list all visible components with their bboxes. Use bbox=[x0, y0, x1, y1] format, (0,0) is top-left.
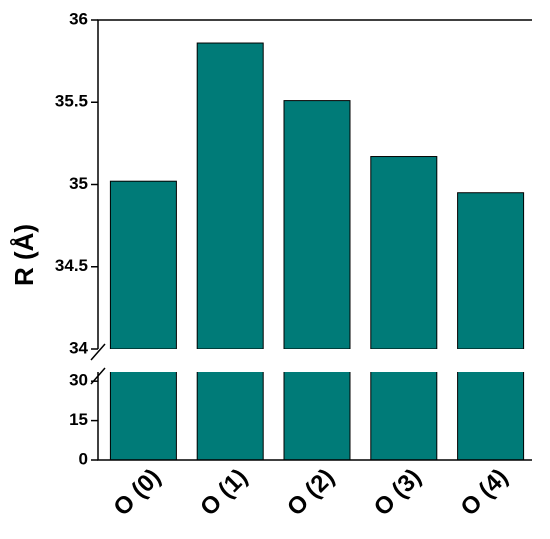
y-tick-label: 30 bbox=[69, 371, 88, 390]
y-tick-label: 35 bbox=[69, 174, 88, 193]
bar bbox=[109, 372, 177, 460]
y-tick-label: 0 bbox=[79, 449, 88, 468]
break-mark bbox=[90, 343, 106, 361]
bar bbox=[109, 180, 177, 349]
bar bbox=[196, 42, 264, 349]
x-tick-label: O (3) bbox=[369, 464, 427, 522]
x-tick-label: O (2) bbox=[282, 464, 340, 522]
bars bbox=[109, 42, 525, 460]
bar bbox=[283, 100, 351, 349]
bar bbox=[457, 192, 525, 349]
bar bbox=[283, 372, 351, 460]
y-axis-label: R (Å) bbox=[9, 224, 39, 286]
y-tick-label: 35.5 bbox=[55, 92, 88, 111]
bar bbox=[457, 372, 525, 460]
lower-bars bbox=[109, 372, 525, 460]
y-tick-label: 34.5 bbox=[55, 256, 88, 275]
y-tick-label: 34 bbox=[69, 338, 88, 357]
axes: 34 34.5 35 35.5 36 0 15 30 bbox=[55, 9, 532, 468]
bar bbox=[370, 372, 438, 460]
x-tick-label: O (1) bbox=[195, 464, 253, 522]
bar bbox=[370, 156, 438, 349]
upper-bars bbox=[109, 42, 525, 349]
y-tick-label: 15 bbox=[69, 410, 88, 429]
y-tick-label: 36 bbox=[69, 9, 88, 28]
x-tick-label: O (0) bbox=[108, 464, 166, 522]
bar bbox=[196, 372, 264, 460]
x-tick-label: O (4) bbox=[456, 464, 514, 522]
